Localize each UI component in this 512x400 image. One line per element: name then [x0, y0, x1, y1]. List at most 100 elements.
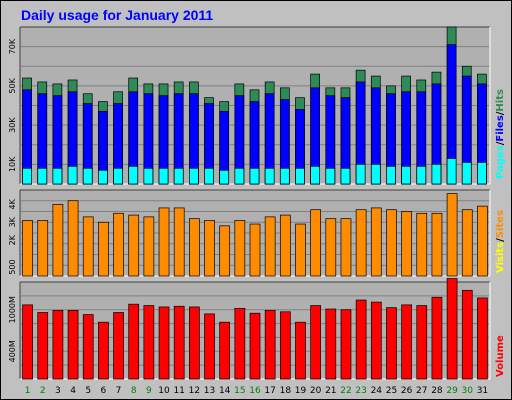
- x-tick-label: 12: [189, 386, 200, 396]
- sites-bar: [264, 216, 276, 277]
- sites-bar: [461, 209, 473, 277]
- sites-bar: [295, 223, 306, 277]
- sites-bar: [22, 220, 33, 277]
- legend-panel-3: Volume: [495, 335, 506, 377]
- x-tick-label: 18: [280, 386, 292, 396]
- x-tick-label: 21: [325, 386, 336, 396]
- volume-bar: [128, 303, 140, 380]
- volume-bar: [370, 301, 382, 380]
- x-tick-label: 16: [249, 386, 261, 396]
- pages-bar: [431, 164, 442, 185]
- x-tick-label: 31: [477, 386, 488, 396]
- sites-bar: [173, 207, 185, 277]
- volume-bar: [143, 305, 155, 380]
- legend-visits: Visits: [495, 242, 506, 273]
- pages-bar: [52, 167, 63, 185]
- volume-bar: [477, 297, 488, 380]
- volume-bar: [98, 321, 109, 380]
- x-tick-label: 8: [131, 386, 137, 396]
- y-tick-label: 50K: [8, 77, 17, 93]
- sites-bar: [67, 200, 79, 277]
- pages-bar: [143, 167, 154, 185]
- volume-bar: [295, 321, 306, 380]
- pages-bar: [370, 164, 381, 185]
- pages-bar: [219, 169, 230, 185]
- legend-panel-2: Visits/Sites: [495, 210, 506, 273]
- x-tick-label: 9: [146, 386, 152, 396]
- sites-bar: [446, 193, 458, 277]
- volume-bar: [431, 296, 443, 380]
- pages-bar: [98, 169, 108, 185]
- sites-bar: [279, 214, 291, 277]
- x-tick-label: 1: [25, 386, 31, 396]
- pages-bar: [295, 167, 305, 185]
- volume-bar: [446, 278, 458, 380]
- pages-bar: [416, 165, 427, 185]
- sites-bar: [113, 212, 124, 277]
- y-tick-label: 4K: [8, 198, 17, 209]
- chart-marks: [22, 26, 488, 380]
- sites-bar: [189, 218, 200, 277]
- y-tick-label: 1000M: [8, 296, 17, 323]
- pages-bar: [264, 167, 275, 185]
- volume-bar: [325, 308, 337, 380]
- legend-panel-1: Pages/Files/Hits: [495, 89, 506, 179]
- x-tick-label: 7: [116, 386, 122, 396]
- sites-bar: [158, 207, 170, 277]
- x-tick-label: 24: [371, 386, 383, 396]
- x-tick-label: 20: [310, 386, 322, 396]
- sites-bar: [37, 220, 49, 277]
- x-tick-label: 26: [401, 386, 413, 396]
- x-tick-label: 15: [234, 386, 245, 396]
- pages-bar: [340, 167, 351, 185]
- x-tick-label: 6: [101, 386, 107, 396]
- sites-bar: [219, 225, 231, 277]
- pages-bar: [234, 167, 245, 185]
- x-tick-label: 14: [219, 386, 231, 396]
- volume-bar: [219, 321, 231, 380]
- volume-bar: [461, 289, 473, 380]
- sites-bar: [52, 203, 64, 277]
- x-tick-label: 25: [386, 386, 397, 396]
- pages-bar: [158, 167, 169, 185]
- sites-bar: [82, 216, 94, 277]
- pages-bar: [113, 167, 123, 185]
- x-tick-label: 10: [158, 386, 170, 396]
- legend-files: Files: [495, 115, 506, 141]
- pages-bar: [386, 165, 396, 185]
- pages-bar: [204, 167, 214, 185]
- volume-bar: [113, 312, 124, 380]
- legend-volume: Volume: [495, 335, 506, 377]
- pages-bar: [446, 158, 457, 185]
- volume-bar: [310, 305, 321, 380]
- pages-bar: [37, 167, 48, 185]
- x-tick-label: 5: [85, 386, 91, 396]
- x-tick-label: 22: [340, 386, 351, 396]
- volume-bar: [279, 311, 291, 380]
- volume-bar: [355, 299, 367, 380]
- volume-bar: [37, 312, 49, 380]
- x-tick-label: 29: [446, 386, 458, 396]
- y-tick-label: 400M: [8, 340, 17, 362]
- volume-bar: [158, 306, 170, 380]
- legend-separator: /: [495, 238, 506, 242]
- sites-bar: [386, 209, 397, 277]
- sites-bar: [98, 221, 109, 277]
- x-tick-label: 2: [40, 386, 46, 396]
- x-tick-label: 27: [416, 386, 427, 396]
- sites-bar: [401, 211, 412, 277]
- pages-bar: [310, 165, 320, 185]
- x-tick-label: 19: [295, 386, 307, 396]
- legend-sites: Sites: [495, 210, 506, 238]
- volume-bar: [67, 310, 79, 380]
- pages-bar: [355, 164, 366, 185]
- volume-bar: [264, 310, 276, 380]
- chart-title: Daily usage for January 2011: [21, 7, 214, 23]
- volume-bar: [401, 304, 412, 380]
- pages-bar: [461, 162, 472, 185]
- pages-bar: [279, 167, 290, 185]
- y-tick-label: 3K: [8, 216, 17, 227]
